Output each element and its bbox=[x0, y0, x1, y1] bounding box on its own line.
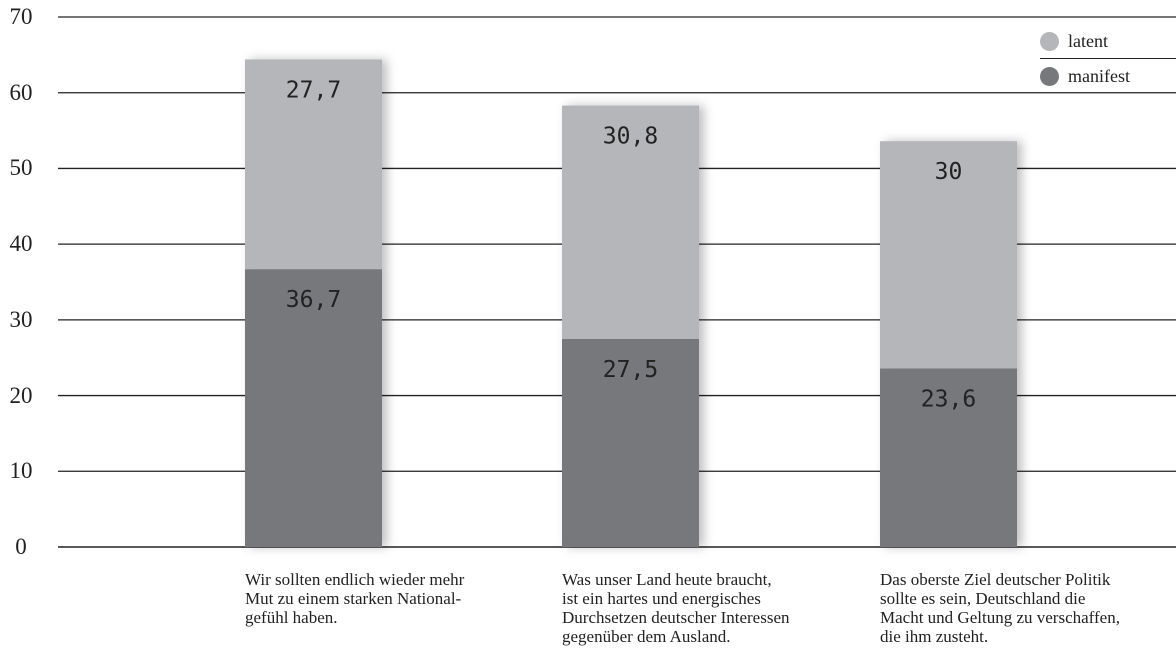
data-label-manifest: 27,5 bbox=[603, 357, 658, 383]
legend-item-manifest: manifest bbox=[1040, 58, 1176, 93]
bar-segment-manifest bbox=[245, 269, 382, 547]
category-label: Was unser Land heute braucht, ist ein har… bbox=[562, 570, 862, 646]
legend-label-manifest: manifest bbox=[1068, 65, 1130, 86]
y-tick-label: 10 bbox=[9, 458, 33, 484]
bar-segment-manifest bbox=[562, 338, 699, 547]
bar-stack bbox=[562, 105, 699, 547]
category-label-line: Das oberste Ziel deutscher Politik bbox=[880, 570, 1111, 589]
category-label: Wir sollten endlich wieder mehr Mut zu ei… bbox=[245, 570, 545, 627]
legend: latent manifest bbox=[1040, 24, 1176, 93]
category-label-line: gegenüber dem Ausland. bbox=[562, 627, 731, 646]
y-tick-label: 30 bbox=[9, 306, 33, 332]
category-label-line: ist ein hartes und energisches bbox=[562, 589, 761, 608]
legend-label-latent: latent bbox=[1068, 30, 1108, 51]
category-label-line: gefühl haben. bbox=[245, 608, 338, 627]
legend-swatch-manifest bbox=[1040, 66, 1059, 86]
bar-segment-latent bbox=[880, 141, 1017, 369]
y-tick-label: 70 bbox=[9, 4, 33, 29]
data-label-manifest: 23,6 bbox=[921, 386, 976, 412]
data-label-latent: 30,8 bbox=[603, 124, 658, 150]
y-tick-label: 0 bbox=[15, 534, 27, 559]
data-label-latent: 30 bbox=[935, 159, 963, 185]
legend-swatch-latent bbox=[1040, 31, 1059, 51]
category-label-line: Was unser Land heute braucht, bbox=[562, 570, 772, 589]
bar-segment-latent bbox=[562, 105, 699, 339]
bar-segment-latent bbox=[245, 59, 382, 270]
data-labels: 36,7 27,7 27,5 30,8 23,6 30 bbox=[286, 77, 976, 412]
bar-segment-manifest bbox=[880, 368, 1017, 547]
legend-item-latent: latent bbox=[1040, 24, 1176, 58]
category-label-line: die ihm zusteht. bbox=[880, 627, 989, 646]
bar-stack bbox=[245, 59, 382, 547]
category-label-line: Wir sollten endlich wieder mehr bbox=[245, 570, 465, 589]
bar-stack bbox=[880, 141, 1017, 547]
y-tick-label: 60 bbox=[9, 79, 33, 105]
y-tick-label: 50 bbox=[9, 155, 33, 181]
category-label-line: sollte es sein, Deutschland die bbox=[880, 589, 1086, 608]
y-tick-label: 40 bbox=[9, 231, 33, 257]
bars bbox=[245, 59, 1017, 547]
category-label: Das oberste Ziel deutscher Politik sollte… bbox=[880, 570, 1176, 646]
category-label-line: Macht und Geltung zu verschaffen, bbox=[880, 608, 1120, 627]
data-label-manifest: 36,7 bbox=[286, 287, 341, 313]
category-label-line: Mut zu einem starken National- bbox=[245, 589, 462, 608]
category-label-line: Durchsetzen deutscher Interessen bbox=[562, 608, 790, 627]
data-label-latent: 27,7 bbox=[286, 77, 341, 103]
y-tick-label: 20 bbox=[9, 382, 33, 408]
